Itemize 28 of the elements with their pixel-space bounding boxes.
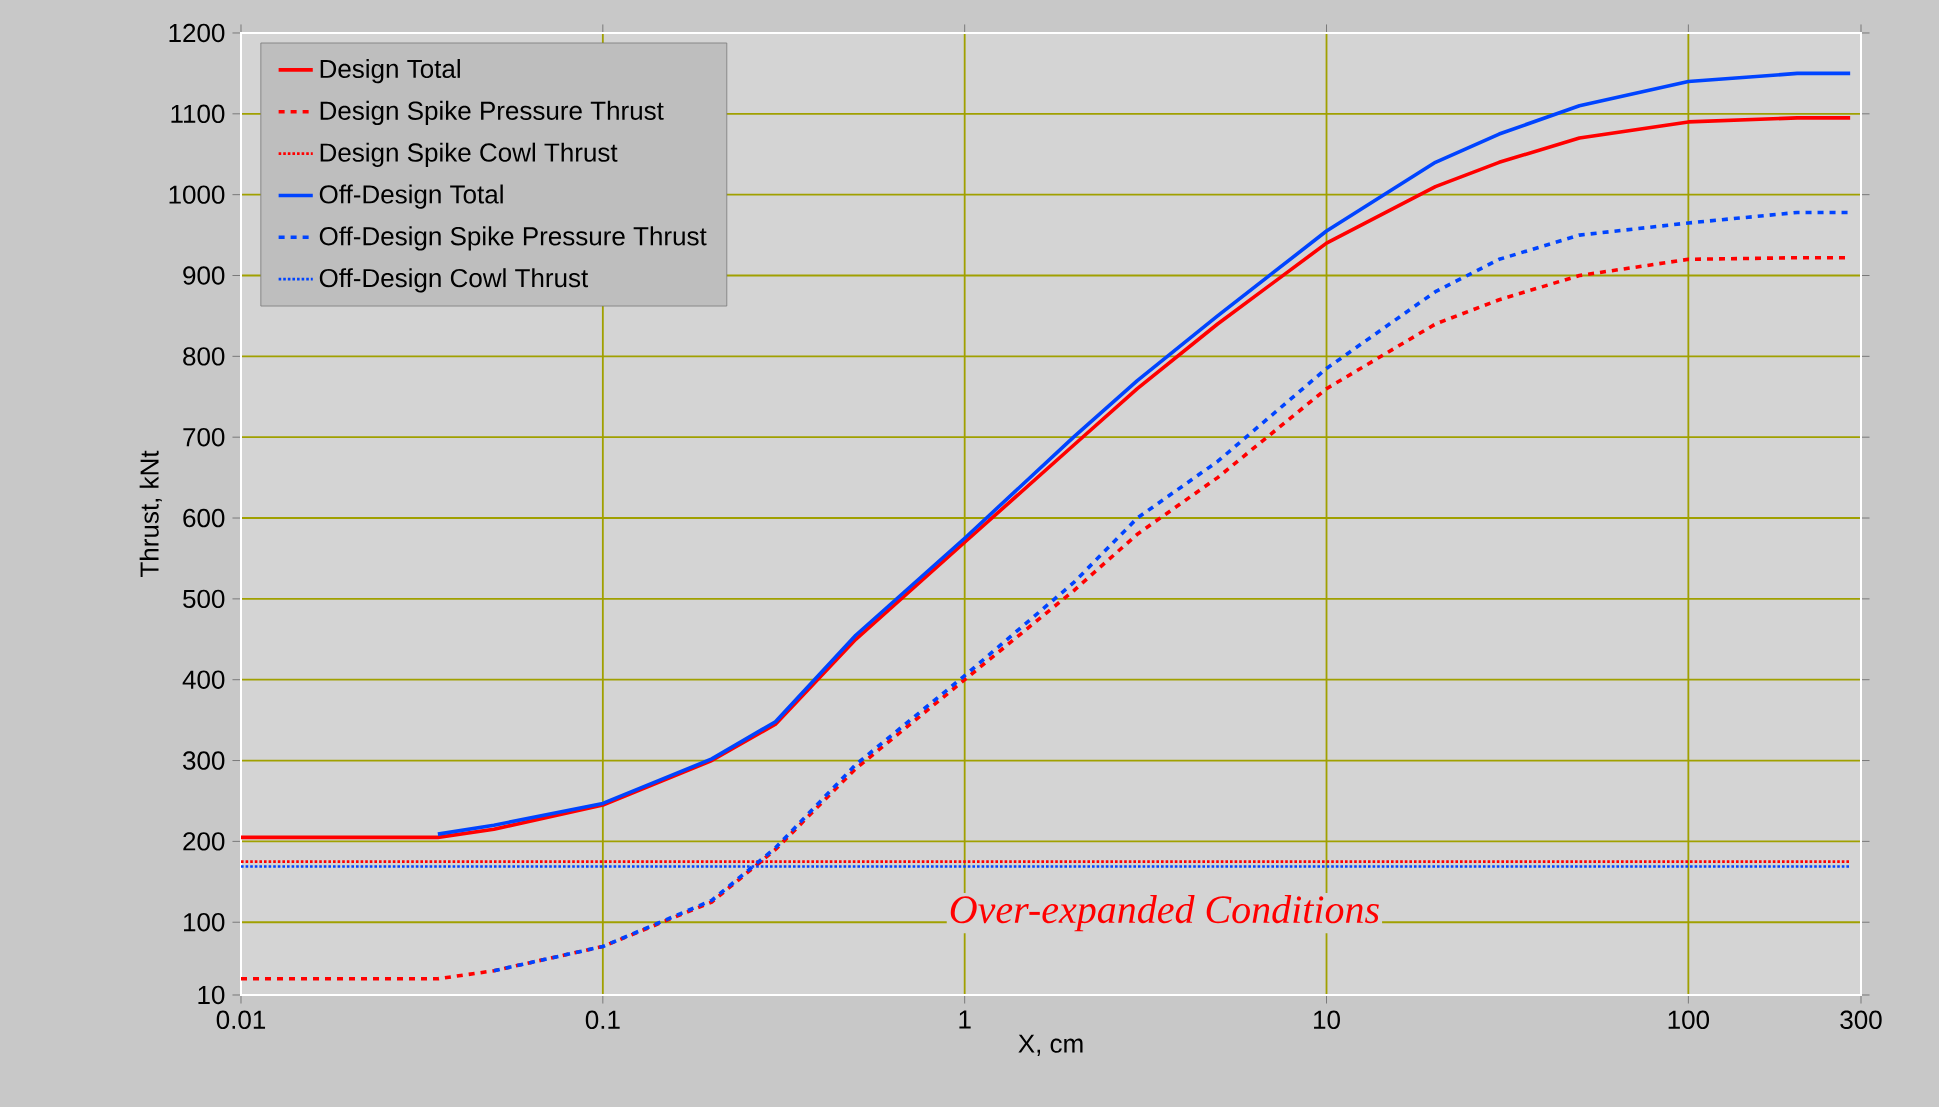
y-tick-label: 100 bbox=[184, 913, 225, 932]
y-tick-label: 700 bbox=[183, 427, 225, 447]
y-tick-label: 300 bbox=[183, 751, 225, 770]
x-tick-label: 1 bbox=[959, 1010, 971, 1029]
y-tick-label: 600 bbox=[183, 508, 225, 528]
y-tick-label: 200 bbox=[183, 832, 225, 851]
y-tick-label: 10 bbox=[198, 985, 225, 1005]
y-axis-title: Thrust, kNt bbox=[139, 450, 162, 577]
x-tick-label: 100 bbox=[1668, 1010, 1710, 1029]
y-tick-label: 900 bbox=[183, 266, 225, 285]
annotation: Over-expanded Conditions bbox=[950, 895, 1379, 932]
y-tick-label: 800 bbox=[183, 347, 225, 366]
y-tick-label: 1000 bbox=[169, 185, 225, 204]
y-tick-label: 1100 bbox=[171, 104, 225, 124]
x-tick-label: 0.1 bbox=[585, 1010, 620, 1029]
y-tick-label: 1200 bbox=[169, 23, 225, 43]
y-tick-label: 400 bbox=[182, 670, 225, 689]
legend-label: Off-Design Total bbox=[319, 184, 503, 209]
x-tick-label: 300 bbox=[1840, 1010, 1882, 1029]
legend-label: Design Spike Cowl Thrust bbox=[320, 142, 618, 167]
legend-label: Off-Design Cowl Thrust bbox=[319, 268, 589, 293]
x-tick-label: 10 bbox=[1314, 1010, 1340, 1029]
legend-label: Design Spike Pressure Thrust bbox=[320, 100, 664, 126]
legend-label: Off-Design Spike Pressure Thrust bbox=[319, 226, 707, 251]
x-tick-label: 0.01 bbox=[216, 1010, 266, 1029]
legend-label: Design Total bbox=[320, 58, 460, 84]
x-axis-title: X, cm bbox=[1018, 1034, 1083, 1056]
y-tick-label: 500 bbox=[183, 589, 225, 609]
